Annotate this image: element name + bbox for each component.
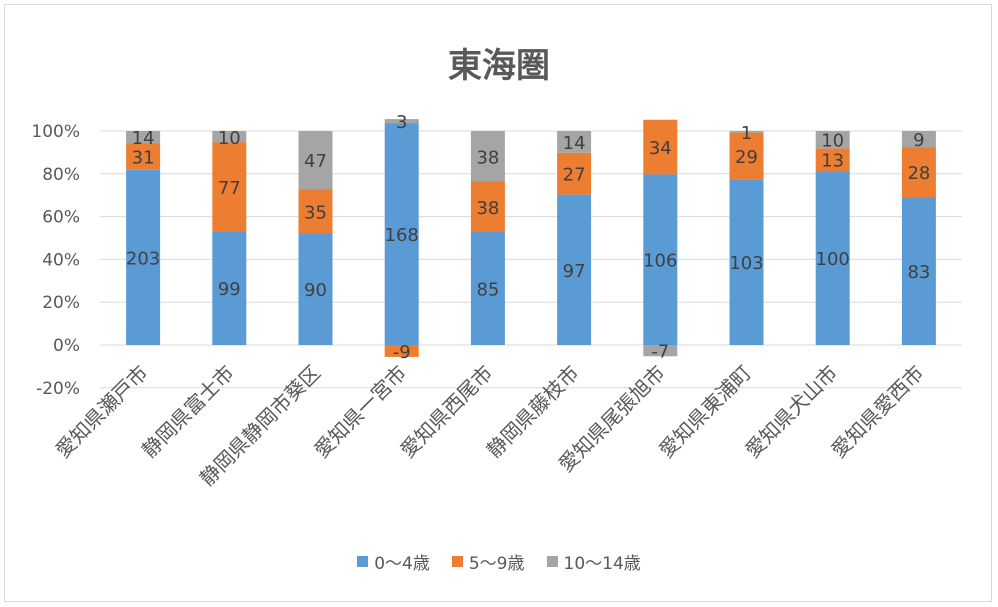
bar-segment bbox=[212, 131, 247, 143]
bar-segment bbox=[643, 345, 678, 357]
y-tick-label: 20% bbox=[42, 293, 80, 313]
bar-segment bbox=[901, 147, 936, 197]
bar-segment bbox=[298, 189, 333, 234]
data-label: 38 bbox=[476, 198, 499, 219]
data-label: 35 bbox=[304, 202, 327, 223]
data-label: 29 bbox=[735, 147, 758, 168]
bar-segment bbox=[557, 194, 592, 345]
bar-segment bbox=[557, 131, 592, 153]
data-label: 85 bbox=[476, 280, 499, 301]
y-tick-label: 60% bbox=[42, 208, 80, 228]
bar-segment bbox=[126, 143, 161, 170]
legend-label: 0～4歳 bbox=[374, 554, 430, 574]
bar-segment bbox=[470, 181, 505, 233]
data-label: 10 bbox=[218, 128, 241, 149]
bar-segment bbox=[643, 174, 678, 345]
bar-segment bbox=[901, 131, 936, 148]
bar-segment bbox=[901, 196, 936, 345]
legend-label: 5～9歳 bbox=[468, 554, 525, 574]
y-tick-label: 100% bbox=[31, 122, 80, 142]
bar-segment bbox=[126, 169, 161, 345]
bar-segment bbox=[384, 119, 419, 124]
data-label: 1 bbox=[741, 123, 752, 144]
data-label: 99 bbox=[218, 279, 241, 300]
data-label: 106 bbox=[643, 251, 677, 272]
data-label: 28 bbox=[907, 163, 930, 184]
bar-segment bbox=[298, 131, 333, 190]
data-label: 97 bbox=[563, 261, 586, 282]
bar-segment bbox=[729, 179, 764, 345]
data-label: 3 bbox=[396, 112, 407, 133]
data-label: 27 bbox=[563, 165, 586, 186]
bar-segment bbox=[212, 142, 247, 232]
x-tick-label: 愛知県愛西市 bbox=[827, 361, 929, 463]
bar-segment bbox=[557, 152, 592, 195]
bar-segment bbox=[384, 123, 419, 346]
data-label: 34 bbox=[649, 138, 672, 159]
y-tick-label: 40% bbox=[42, 250, 80, 270]
bar-segment bbox=[298, 233, 333, 345]
data-label: 38 bbox=[476, 147, 499, 168]
data-label: 47 bbox=[304, 151, 327, 172]
data-label: -9 bbox=[393, 342, 411, 363]
data-label: 83 bbox=[907, 262, 930, 283]
data-label: 90 bbox=[304, 280, 327, 301]
legend: 0～4歳 5～9歳 10～14歳 bbox=[0, 549, 998, 574]
data-label: 14 bbox=[563, 133, 586, 154]
bar-segment bbox=[384, 345, 419, 357]
bar-segment bbox=[643, 119, 678, 175]
chart-title: 東海圏 bbox=[448, 46, 550, 86]
legend-swatch bbox=[546, 556, 558, 567]
data-label: 77 bbox=[218, 178, 241, 199]
legend-item: 0～4歳 bbox=[357, 549, 430, 574]
legend-swatch bbox=[451, 556, 463, 567]
data-label: 203 bbox=[126, 248, 160, 269]
bar-segment bbox=[815, 148, 850, 172]
bar-segment bbox=[815, 171, 850, 345]
data-label: 168 bbox=[385, 225, 419, 246]
bar-segment bbox=[470, 131, 505, 182]
data-label: 14 bbox=[132, 128, 155, 149]
y-tick-label: 80% bbox=[42, 165, 80, 185]
data-label: 100 bbox=[816, 249, 850, 270]
legend-label: 10～14歳 bbox=[563, 554, 641, 574]
bar-segment bbox=[729, 132, 764, 180]
data-label: 13 bbox=[821, 151, 844, 172]
data-label: 9 bbox=[913, 130, 924, 151]
y-tick-label: -20% bbox=[36, 379, 80, 399]
bar-segment bbox=[212, 231, 247, 345]
data-label: -7 bbox=[651, 342, 669, 363]
legend-item: 5～9歳 bbox=[451, 549, 525, 574]
legend-swatch bbox=[357, 556, 369, 567]
bar-segment bbox=[815, 131, 850, 149]
data-label: 31 bbox=[132, 147, 155, 168]
bar-segment bbox=[470, 232, 505, 345]
legend-item: 10～14歳 bbox=[546, 549, 641, 574]
y-tick-label: 0% bbox=[53, 336, 80, 356]
data-label: 10 bbox=[821, 131, 844, 152]
bar-segment bbox=[126, 131, 161, 144]
bar-segment bbox=[729, 131, 764, 133]
data-label: 103 bbox=[729, 253, 763, 274]
